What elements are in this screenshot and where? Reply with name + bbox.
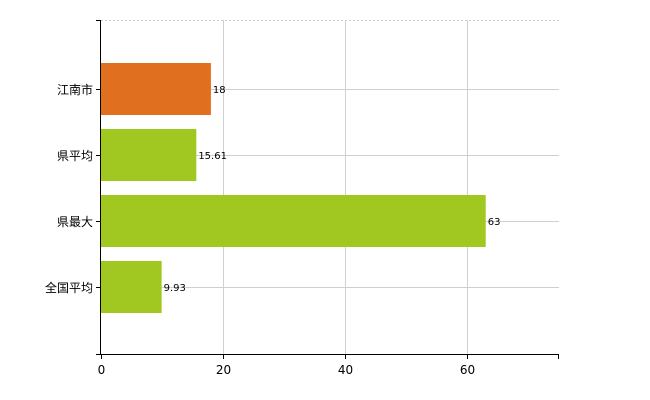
x-tick-label: 0 [98, 363, 106, 377]
category-label: 県最大 [57, 215, 93, 229]
bar [101, 261, 162, 313]
x-tick-label: 20 [216, 363, 231, 377]
data-label: 9.93 [164, 283, 186, 294]
category-label: 全国平均 [45, 280, 93, 295]
bars [101, 63, 486, 313]
data-label: 15.61 [198, 151, 227, 162]
x-tick-label: 40 [338, 363, 353, 377]
axes [100, 20, 559, 355]
x-tick-label: 60 [460, 363, 475, 377]
data-label: 18 [213, 85, 226, 96]
data-label: 63 [488, 217, 501, 228]
category-label: 県平均 [57, 149, 93, 163]
category-label: 江南市 [57, 82, 93, 97]
bar [101, 195, 486, 247]
bar [101, 129, 197, 181]
bar [101, 63, 211, 115]
ticks [96, 20, 559, 359]
